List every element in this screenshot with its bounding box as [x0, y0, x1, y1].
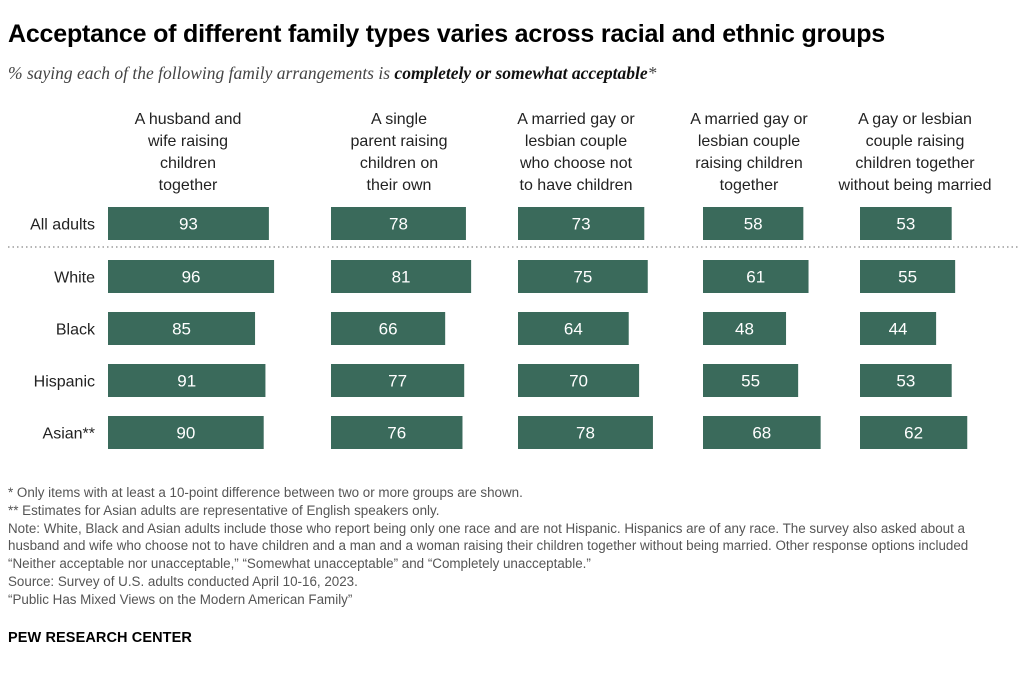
column-header-1-line-3: children: [160, 155, 216, 172]
bar-c1-r3: [108, 312, 256, 345]
value-label-c2-r2: 81: [392, 268, 411, 287]
value-label-c5-r4: 53: [896, 372, 915, 391]
value-label-c1-r3: 85: [172, 320, 191, 339]
row-label-3: Black: [56, 322, 96, 339]
bar-c3-r4: [518, 364, 640, 397]
bar-c3-r1: [518, 207, 645, 240]
row-label-4: Hispanic: [34, 374, 95, 391]
value-label-c1-r2: 96: [182, 268, 201, 287]
bar-c1-r2: [108, 260, 275, 293]
column-header-3-line-1: A married gay or: [517, 111, 635, 128]
footnote-asterisk: * Only items with at least a 10-point di…: [8, 485, 523, 500]
column-header-2-line-1: A single: [371, 111, 427, 128]
value-label-c1-r4: 91: [177, 372, 196, 391]
bar-c5-r5: [860, 416, 968, 449]
value-label-c2-r3: 66: [379, 320, 398, 339]
column-header-3-line-4: to have children: [520, 177, 633, 194]
bar-c2-r1: [331, 207, 466, 240]
column-header-2-line-3: children on: [360, 155, 438, 172]
column-header-1-line-4: together: [159, 177, 218, 194]
value-label-c3-r2: 75: [573, 268, 592, 287]
value-label-c4-r1: 58: [744, 215, 763, 234]
value-label-c2-r5: 76: [387, 424, 406, 443]
bar-c2-r4: [331, 364, 465, 397]
subtitle-suffix: *: [647, 63, 657, 83]
row-label-1: All adults: [30, 217, 95, 234]
bar-c3-r5: [518, 416, 653, 449]
bar-c4-r2: [703, 260, 809, 293]
bar-c1-r5: [108, 416, 264, 449]
bar-c4-r3: [703, 312, 787, 345]
value-label-c1-r5: 90: [176, 424, 195, 443]
value-label-c5-r1: 53: [896, 215, 915, 234]
value-label-c2-r1: 78: [389, 215, 408, 234]
bar-c4-r4: [703, 364, 799, 397]
source-text: Source: Survey of U.S. adults conducted …: [8, 573, 358, 589]
column-header-4-line-2: lesbian couple: [698, 133, 800, 150]
value-label-c5-r2: 55: [898, 268, 917, 287]
chart-notes: * Only items with at least a 10-point di…: [8, 484, 1018, 609]
value-label-c4-r2: 61: [746, 268, 765, 287]
column-header-2-line-4: their own: [367, 177, 432, 194]
column-header-5-line-1: A gay or lesbian: [858, 111, 972, 128]
column-header-3-line-2: lesbian couple: [525, 133, 627, 150]
bar-c5-r2: [860, 260, 956, 293]
value-label-c3-r3: 64: [564, 320, 583, 339]
bar-c3-r3: [518, 312, 629, 345]
row-label-2: White: [54, 270, 95, 287]
column-header-3-line-3: who choose not: [519, 155, 633, 172]
note-text: Note: White, Black and Asian adults incl…: [8, 520, 969, 572]
column-header-4-line-3: raising children: [695, 155, 803, 172]
bar-c2-r5: [331, 416, 463, 449]
subtitle-emphasis: completely or somewhat acceptable: [394, 63, 648, 83]
column-header-5-line-4: without being married: [838, 177, 992, 194]
bar-c4-r5: [703, 416, 821, 449]
column-header-5-line-3: children together: [855, 155, 975, 172]
value-label-c3-r1: 73: [572, 215, 591, 234]
column-header-5-line-2: couple raising: [866, 133, 965, 150]
value-label-c4-r3: 48: [735, 320, 754, 339]
chart-title: Acceptance of different family types var…: [8, 20, 885, 48]
value-label-c4-r4: 55: [741, 372, 760, 391]
value-label-c3-r4: 70: [569, 372, 588, 391]
row-label-5: Asian**: [43, 426, 95, 443]
value-label-c2-r4: 77: [388, 372, 407, 391]
value-label-c1-r1: 93: [179, 215, 198, 234]
bar-c1-r4: [108, 364, 266, 397]
bar-c5-r1: [860, 207, 952, 240]
value-label-c5-r5: 62: [904, 424, 923, 443]
subtitle-prefix: % saying each of the following family ar…: [8, 63, 395, 83]
bar-c1-r1: [108, 207, 269, 240]
footnote-double-asterisk: ** Estimates for Asian adults are repres…: [8, 502, 440, 518]
bar-c2-r2: [331, 260, 472, 293]
value-label-c5-r3: 44: [889, 320, 908, 339]
column-header-1-line-1: A husband and: [135, 111, 242, 128]
brand-name: PEW RESEARCH CENTER: [8, 630, 192, 646]
bar-chart: A husband and wife raising children togethe…: [8, 111, 1018, 449]
bar-c5-r4: [860, 364, 952, 397]
value-label-c4-r5: 68: [752, 424, 771, 443]
column-header-1-line-2: wife raising: [147, 133, 228, 150]
bar-c4-r1: [703, 207, 804, 240]
column-header-4-line-1: A married gay or: [690, 111, 808, 128]
column-header-2-line-2: parent raising: [351, 133, 448, 150]
bar-c3-r2: [518, 260, 648, 293]
value-label-c3-r5: 78: [576, 424, 595, 443]
bar-c2-r3: [331, 312, 446, 345]
chart-subtitle: % saying each of the following family ar…: [8, 63, 656, 84]
column-header-4-line-4: together: [720, 177, 779, 194]
bar-c5-r3: [860, 312, 937, 345]
report-title: “Public Has Mixed Views on the Modern Am…: [8, 591, 353, 607]
